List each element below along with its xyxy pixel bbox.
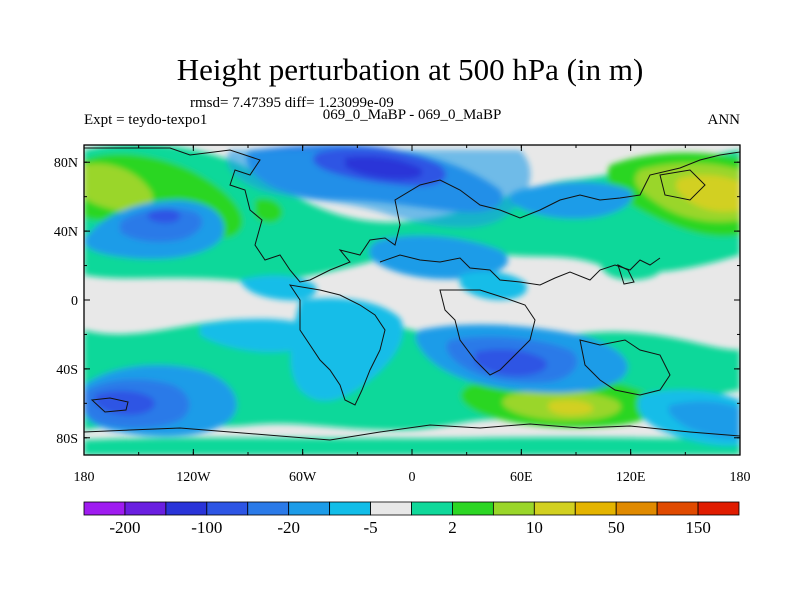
colorbar-swatch xyxy=(329,501,371,516)
height-field xyxy=(84,145,740,455)
lat-tick-label: 40S xyxy=(56,363,78,378)
colorbar-label: -200 xyxy=(109,518,140,537)
colorbar-swatch xyxy=(370,501,412,516)
colorbar-label: 2 xyxy=(448,518,457,537)
colorbar-swatch xyxy=(656,501,699,516)
colorbar-swatch xyxy=(206,501,249,516)
season-label: ANN xyxy=(708,112,741,128)
map-title: Height perturbation at 500 hPa (in m) xyxy=(177,52,644,87)
stats-label: rmsd= 7.47395 diff= 1.23099e-09 xyxy=(190,95,394,111)
comparison-label: 069_0_MaBP - 069_0_MaBP xyxy=(323,107,502,123)
colorbar-swatch xyxy=(165,501,208,516)
lon-tick-label: 180 xyxy=(730,470,751,485)
lon-tick-label: 120E xyxy=(616,470,646,485)
lon-tick-label: 60E xyxy=(510,470,533,485)
lat-tick-label: 0 xyxy=(71,294,78,309)
lon-tick-label: 180 xyxy=(74,470,95,485)
colorbar-label: -100 xyxy=(191,518,222,537)
experiment-label: Expt = teydo-texpo1 xyxy=(84,112,207,128)
lon-tick-label: 120W xyxy=(176,470,211,485)
colorbar-label: 50 xyxy=(608,518,625,537)
colorbar-swatch xyxy=(492,501,535,516)
lon-tick-label: 0 xyxy=(409,470,416,485)
colorbar xyxy=(83,501,740,516)
colorbar-label: 150 xyxy=(685,518,711,537)
coastlines xyxy=(84,147,740,441)
colorbar-label: 10 xyxy=(526,518,543,537)
colorbar-swatch xyxy=(574,501,617,516)
colorbar-swatch xyxy=(124,501,167,516)
colorbar-swatch xyxy=(411,501,453,516)
colorbar-label: -5 xyxy=(363,518,377,537)
colorbar-label: -20 xyxy=(277,518,300,537)
colorbar-swatch xyxy=(452,501,494,516)
colorbar-swatch xyxy=(533,501,576,516)
lon-tick-label: 60W xyxy=(289,470,317,485)
lat-tick-label: 80S xyxy=(56,432,78,447)
colorbar-swatch xyxy=(697,501,740,516)
lat-tick-label: 80N xyxy=(54,156,78,171)
colorbar-swatch xyxy=(615,501,658,516)
colorbar-swatch xyxy=(288,501,331,516)
lat-tick-label: 40N xyxy=(54,225,78,240)
colorbar-swatch xyxy=(247,501,290,516)
colorbar-swatch xyxy=(83,501,126,516)
